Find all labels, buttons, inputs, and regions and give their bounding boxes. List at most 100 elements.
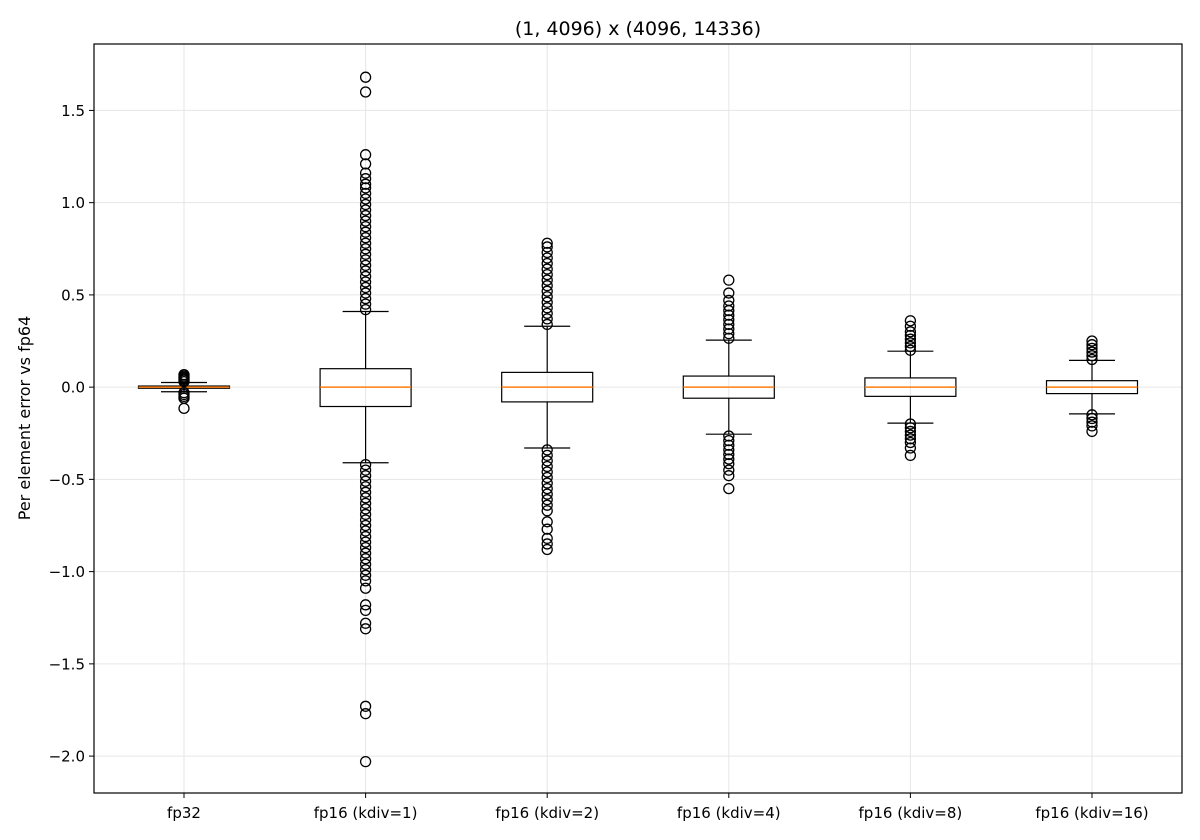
outlier-point bbox=[541, 449, 553, 462]
outlier-point bbox=[904, 329, 917, 342]
box-group bbox=[501, 237, 594, 556]
outlier-point bbox=[541, 246, 553, 259]
outlier-point bbox=[723, 294, 735, 307]
outlier-point bbox=[359, 617, 372, 629]
outlier-point bbox=[1086, 416, 1098, 428]
outlier-point bbox=[1086, 409, 1098, 421]
outlier-point bbox=[541, 257, 553, 270]
outlier-point bbox=[359, 243, 372, 255]
box-group bbox=[682, 274, 775, 495]
outlier-point bbox=[1086, 346, 1098, 358]
outlier-point bbox=[359, 167, 372, 179]
plot-frame bbox=[93, 43, 1183, 794]
outlier-point bbox=[359, 553, 372, 565]
outlier-point bbox=[359, 220, 372, 233]
x-tick-label: fp16 (kdiv=1) bbox=[314, 804, 418, 822]
x-tick-label: fp32 bbox=[167, 804, 201, 822]
outlier-point bbox=[541, 268, 553, 281]
outlier-point bbox=[359, 575, 372, 587]
outlier-point bbox=[541, 471, 553, 484]
outlier-point bbox=[359, 492, 372, 504]
y-tick-label: 1.5 bbox=[61, 102, 85, 120]
outlier-point bbox=[541, 523, 553, 535]
outlier-point bbox=[1086, 425, 1098, 438]
outlier-point bbox=[541, 237, 553, 249]
outlier-point bbox=[359, 173, 372, 185]
outlier-point bbox=[359, 536, 372, 548]
outlier-point bbox=[723, 327, 735, 340]
outlier-point bbox=[541, 505, 553, 517]
outlier-point bbox=[359, 497, 372, 510]
x-tick-label: fp16 (kdiv=4) bbox=[677, 804, 781, 822]
outlier-point bbox=[359, 558, 372, 570]
outlier-point bbox=[541, 466, 553, 478]
outlier-point bbox=[904, 340, 917, 353]
outlier-point bbox=[904, 449, 917, 462]
outlier-point bbox=[359, 149, 372, 161]
y-tick-label: −1.5 bbox=[49, 655, 85, 673]
outlier-point bbox=[359, 464, 372, 476]
outlier-point bbox=[359, 582, 372, 594]
outlier-point bbox=[904, 436, 917, 449]
y-tick-label: −0.5 bbox=[49, 471, 85, 489]
outlier-point bbox=[359, 564, 372, 576]
outlier-point bbox=[359, 276, 372, 288]
outlier-point bbox=[723, 453, 735, 465]
box-group bbox=[319, 71, 412, 768]
outlier-point bbox=[541, 285, 553, 297]
outlier-point bbox=[359, 86, 372, 98]
outlier-point bbox=[359, 458, 372, 471]
outlier-point bbox=[541, 302, 553, 314]
outlier-point bbox=[359, 158, 372, 170]
outlier-point bbox=[541, 318, 553, 331]
outlier-point bbox=[541, 494, 553, 506]
outlier-point bbox=[723, 482, 735, 495]
outlier-point bbox=[359, 237, 372, 249]
grid-lines bbox=[94, 44, 1182, 793]
outlier-point bbox=[723, 287, 735, 299]
outlier-point bbox=[541, 482, 553, 495]
outlier-point bbox=[1086, 339, 1098, 351]
outlier-point bbox=[359, 519, 372, 532]
outlier-point bbox=[723, 448, 735, 461]
outlier-point bbox=[359, 530, 372, 543]
outlier-point bbox=[723, 332, 735, 344]
outlier-point bbox=[541, 313, 553, 325]
outlier-point bbox=[723, 318, 735, 331]
outlier-point bbox=[541, 543, 553, 556]
outlier-point bbox=[359, 623, 372, 635]
outlier-point bbox=[904, 422, 917, 434]
outlier-point bbox=[1086, 350, 1098, 362]
outlier-point bbox=[359, 71, 372, 83]
outlier-point bbox=[904, 442, 917, 454]
outlier-point bbox=[359, 547, 372, 559]
outlier-point bbox=[541, 488, 553, 500]
outlier-point bbox=[359, 514, 372, 526]
outlier-point bbox=[541, 460, 553, 473]
y-tick-label: 1.0 bbox=[61, 194, 85, 212]
y-tick-label: −1.0 bbox=[49, 563, 85, 581]
outlier-point bbox=[904, 333, 917, 345]
outlier-point bbox=[359, 298, 372, 310]
outlier-point bbox=[359, 259, 372, 272]
outlier-point bbox=[359, 254, 372, 266]
outlier-point bbox=[359, 287, 372, 299]
outlier-point bbox=[359, 486, 372, 498]
outlier-point bbox=[723, 434, 735, 447]
y-tick-label: 0.0 bbox=[61, 379, 85, 397]
outlier-point bbox=[904, 320, 917, 332]
outlier-point bbox=[359, 304, 372, 316]
outlier-point bbox=[541, 538, 553, 550]
outlier-point bbox=[359, 182, 372, 194]
outlier-point bbox=[359, 226, 372, 238]
outlier-point bbox=[723, 430, 735, 442]
outlier-point bbox=[723, 470, 735, 482]
outlier-point bbox=[541, 241, 553, 253]
outlier-point bbox=[904, 418, 917, 430]
outlier-point bbox=[359, 265, 372, 277]
outlier-point bbox=[723, 444, 735, 456]
outlier-point bbox=[1086, 353, 1098, 366]
outlier-point bbox=[723, 274, 735, 286]
outlier-point bbox=[359, 604, 372, 617]
outlier-point bbox=[541, 291, 553, 303]
